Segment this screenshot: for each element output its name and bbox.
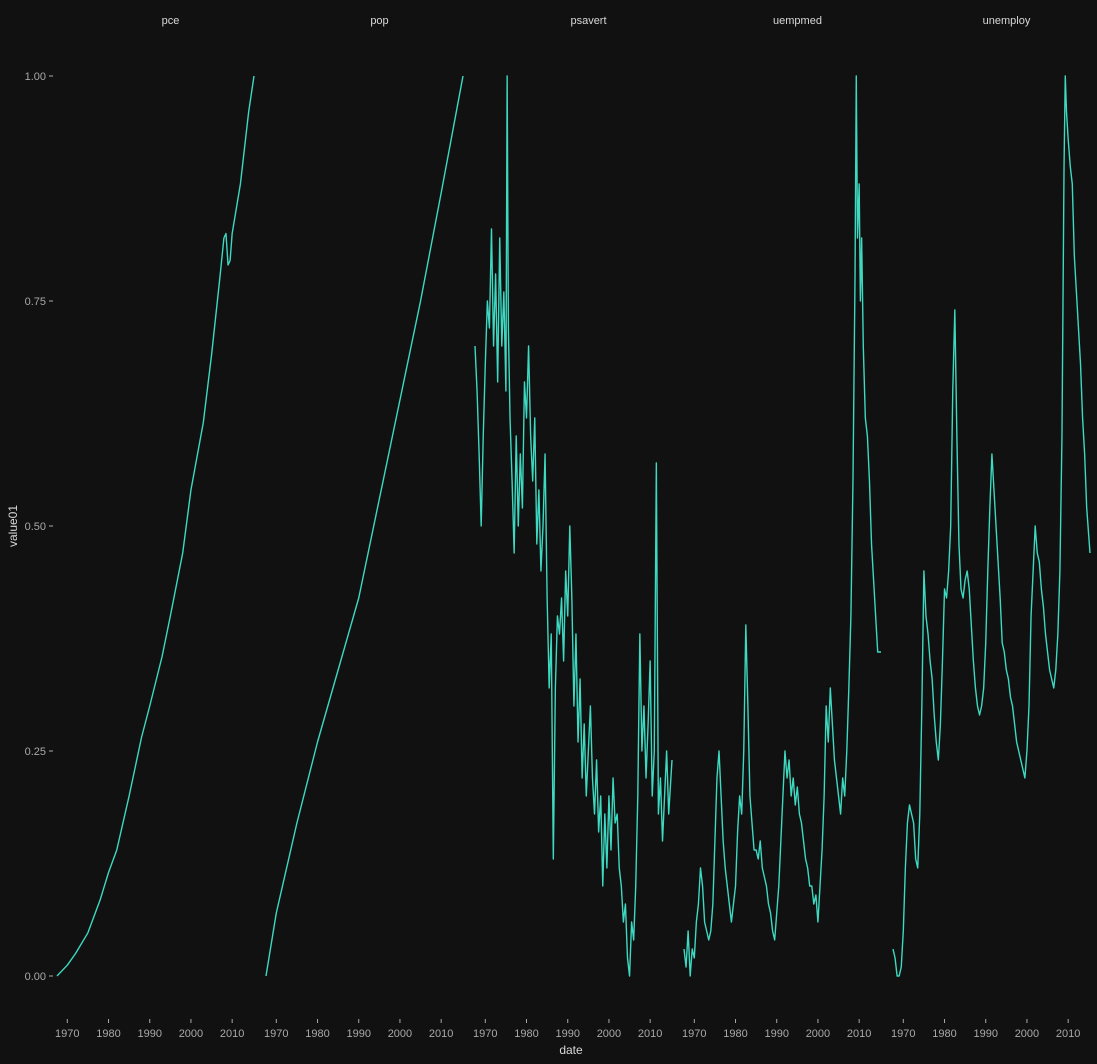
series-line-psavert [474, 75, 673, 977]
x-tick-label: 2010 [1056, 1028, 1080, 1040]
y-tick-label: 0.00 [25, 971, 46, 983]
x-tick-label: 1970 [473, 1028, 497, 1040]
x-tick-label: 1970 [682, 1028, 706, 1040]
x-tick-label: 1990 [555, 1028, 579, 1040]
facet-panels: pce 1970 1980 1990 2000 2010 pop 1970 1980 1990 20… [55, 15, 1091, 1040]
x-tick-label: 1990 [346, 1028, 370, 1040]
x-tick-label: 2010 [429, 1028, 453, 1040]
x-tick-label: 2000 [806, 1028, 830, 1040]
facet-pce: pce 1970 1980 1990 2000 2010 [55, 15, 255, 1040]
facet-label-unemploy: unemploy [983, 15, 1031, 27]
x-tick-label: 2010 [638, 1028, 662, 1040]
facet-label-pop: pop [370, 15, 388, 27]
facet-label-pce: pce [162, 15, 180, 27]
x-tick-label: 1990 [764, 1028, 788, 1040]
y-axis: 0.00 0.25 0.50 0.75 1.00 [25, 71, 53, 983]
x-tick-label: 1980 [96, 1028, 120, 1040]
x-tick-label: 1970 [264, 1028, 288, 1040]
facet-uempmed: uempmed 1970 1980 1990 2000 2010 [682, 15, 881, 1040]
y-tick-label: 1.00 [25, 71, 46, 83]
facet-pop: pop 1970 1980 1990 2000 2010 [264, 15, 464, 1040]
y-tick-label: 0.25 [25, 746, 46, 758]
series-line-uempmed [683, 75, 881, 977]
x-tick-label: 1980 [514, 1028, 538, 1040]
y-axis-title: value01 [6, 505, 20, 547]
series-line-pop [265, 75, 464, 977]
x-tick-label: 2000 [179, 1028, 203, 1040]
x-tick-label: 2000 [597, 1028, 621, 1040]
x-tick-label: 1990 [137, 1028, 161, 1040]
facet-label-psavert: psavert [570, 15, 606, 27]
x-tick-label: 2010 [847, 1028, 871, 1040]
x-tick-label: 2000 [388, 1028, 412, 1040]
x-tick-label: 1990 [973, 1028, 997, 1040]
x-tick-label: 1980 [305, 1028, 329, 1040]
y-tick-label: 0.75 [25, 296, 46, 308]
x-axis-title: date [559, 1043, 583, 1057]
x-tick-label: 1980 [932, 1028, 956, 1040]
series-line-unemploy [892, 75, 1091, 977]
x-tick-label: 2000 [1015, 1028, 1039, 1040]
x-tick-label: 1980 [723, 1028, 747, 1040]
x-tick-label: 1970 [891, 1028, 915, 1040]
facet-label-uempmed: uempmed [773, 15, 822, 27]
x-tick-label: 1970 [55, 1028, 79, 1040]
facet-psavert: psavert 1970 1980 1990 2000 2010 [473, 15, 673, 1040]
x-tick-label: 2010 [220, 1028, 244, 1040]
y-tick-label: 0.50 [25, 521, 46, 533]
facet-unemploy: unemploy 1970 1980 1990 2000 2010 [891, 15, 1091, 1040]
series-line-pce [56, 75, 255, 977]
